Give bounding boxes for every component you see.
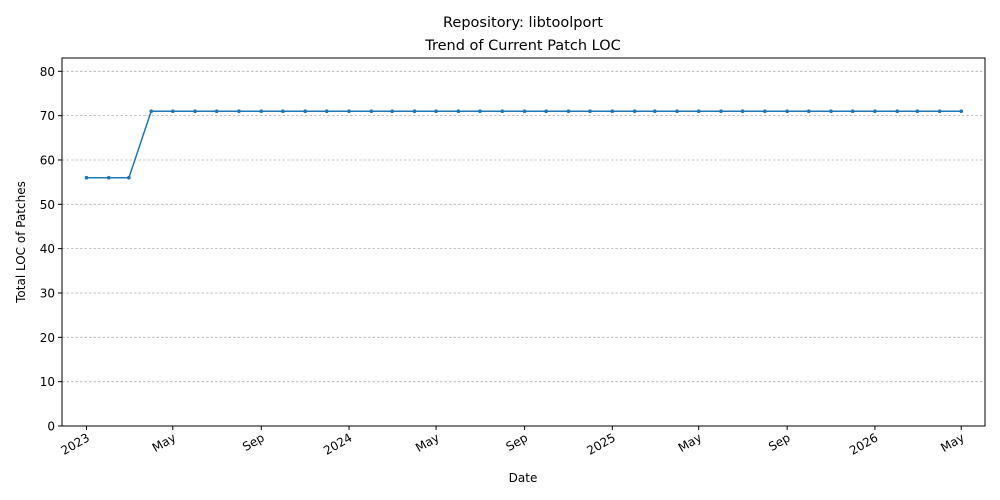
y-tick-label: 60 — [40, 153, 55, 167]
data-point — [785, 109, 789, 114]
data-point — [696, 109, 701, 114]
x-tick-label: 2026 — [847, 430, 880, 457]
data-point — [829, 109, 833, 114]
data-point — [588, 109, 592, 114]
y-gridlines — [62, 70, 985, 427]
chart-subtitle: Trend of Current Patch LOC — [424, 38, 620, 54]
y-tick-label: 50 — [40, 198, 55, 212]
data-point — [390, 109, 395, 114]
data-point — [566, 109, 571, 114]
y-axis: 0 10 20 30 40 50 60 70 80 — [40, 65, 62, 434]
y-tick-label: 40 — [40, 242, 55, 256]
data-point — [369, 109, 374, 114]
y-axis-title: Total LOC of Patches — [14, 181, 28, 304]
y-tick-label: 0 — [47, 420, 55, 434]
x-tick-label: May — [938, 430, 966, 455]
data-point — [915, 109, 920, 114]
data-point — [303, 109, 307, 114]
data-point — [763, 109, 767, 114]
data-point — [214, 109, 219, 114]
x-tick-label: 2024 — [321, 430, 354, 457]
data-point — [412, 109, 417, 114]
data-point — [873, 109, 877, 114]
y-tick-label: 80 — [40, 65, 55, 79]
data-point — [632, 109, 637, 114]
data-point — [237, 109, 241, 114]
x-tick-label: Sep — [766, 430, 793, 453]
x-tick-label: Sep — [503, 430, 530, 453]
series-line — [86, 110, 962, 179]
data-point — [522, 109, 527, 114]
data-point — [149, 109, 154, 114]
y-tick-label: 10 — [40, 375, 55, 389]
data-point — [127, 175, 131, 180]
data-point — [106, 175, 111, 180]
data-point — [719, 109, 723, 114]
y-tick-label: 30 — [40, 286, 55, 300]
data-point — [610, 109, 615, 114]
data-point — [434, 109, 438, 114]
data-point — [806, 109, 811, 114]
data-point — [456, 109, 461, 114]
data-point — [740, 109, 745, 114]
data-point — [84, 175, 89, 180]
x-tick-label: May — [150, 430, 178, 455]
data-point — [652, 109, 657, 114]
data-point — [193, 109, 197, 114]
data-point — [895, 109, 900, 114]
x-tick-label: Sep — [240, 430, 267, 453]
plot-frame — [61, 57, 986, 427]
data-point — [937, 109, 942, 114]
data-point — [281, 109, 285, 114]
x-tick-label: 2025 — [584, 430, 617, 457]
series-layer — [84, 109, 964, 180]
chart-title: Repository: libtoolport — [443, 15, 603, 31]
data-point — [170, 109, 175, 114]
data-point — [259, 109, 264, 114]
x-axis: 2023 May Sep 2024 May Sep 2025 May Sep 2026 May — [59, 426, 967, 458]
x-tick-label: May — [413, 430, 441, 455]
y-tick-label: 70 — [40, 109, 55, 123]
data-point — [500, 109, 505, 114]
data-point — [544, 109, 548, 114]
y-tick-label: 20 — [40, 331, 55, 345]
data-point — [347, 109, 351, 114]
x-tick-label: May — [676, 430, 704, 455]
data-point — [959, 109, 964, 114]
x-axis-title: Date — [509, 471, 538, 485]
data-point — [675, 109, 679, 114]
data-point — [478, 109, 482, 114]
data-point — [850, 109, 855, 114]
data-point — [324, 109, 329, 114]
x-tick-label: 2023 — [59, 430, 92, 457]
